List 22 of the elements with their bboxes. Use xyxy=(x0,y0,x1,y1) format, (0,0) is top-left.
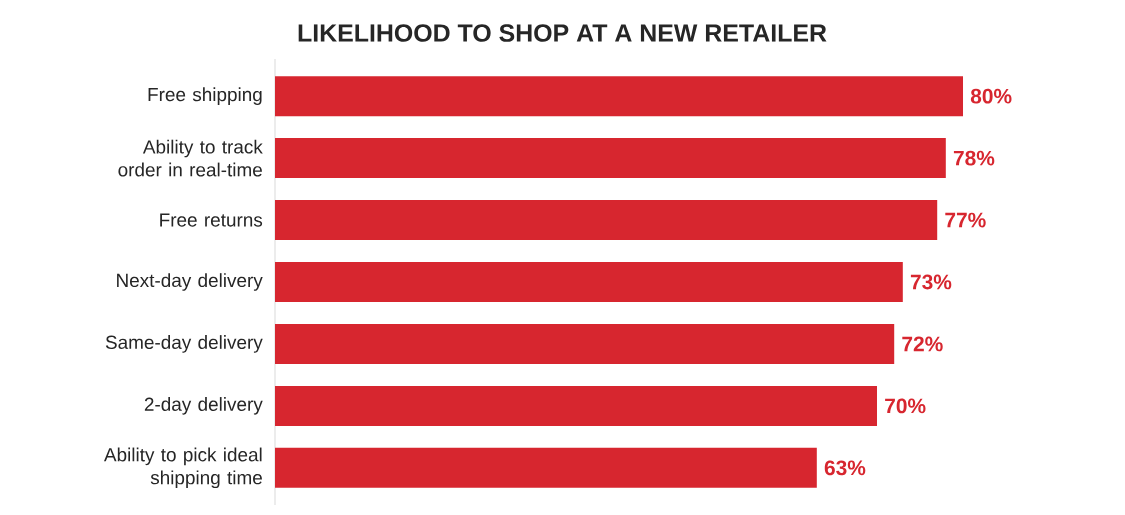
y-tick-label: Free shipping xyxy=(148,87,262,105)
bar xyxy=(275,200,938,241)
y-tick-label: Free returns xyxy=(160,213,263,227)
data-label: 73% xyxy=(910,274,952,290)
bar xyxy=(275,447,817,488)
bar xyxy=(275,76,963,117)
data-label: 70% xyxy=(885,398,926,414)
data-label: 80% xyxy=(970,88,1012,104)
data-label: 63% xyxy=(824,460,866,476)
y-tick-label: 2-day delivery xyxy=(144,397,263,415)
y-tick-label: Ability to pick ideal shipping time xyxy=(103,447,262,489)
data-label: 78% xyxy=(953,150,995,166)
bar xyxy=(275,323,895,364)
y-tick-label: Ability to track order in real-time xyxy=(118,139,263,177)
bar xyxy=(275,261,903,302)
y-tick-label: Next-day delivery xyxy=(117,273,263,291)
bar xyxy=(275,138,946,179)
data-label: 72% xyxy=(902,336,943,352)
bar xyxy=(275,385,878,426)
chart-title: LIKELIHOOD TO SHOP AT A NEW RETAILER xyxy=(298,24,827,42)
y-tick-label: Same-day delivery xyxy=(105,335,263,353)
data-label: 77% xyxy=(945,212,986,228)
